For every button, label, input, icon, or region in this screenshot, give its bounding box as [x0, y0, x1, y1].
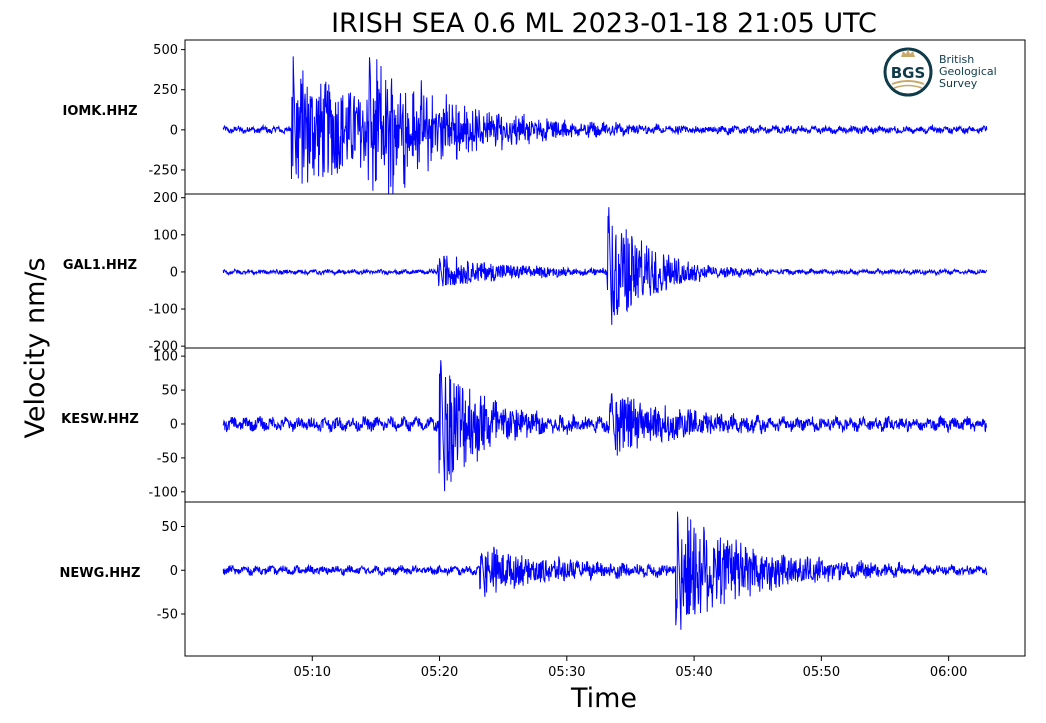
y-tick-label: 250	[153, 83, 178, 98]
crown-icon	[901, 49, 915, 57]
x-tick-label: 05:10	[294, 665, 331, 680]
logo-line-2: Geological	[939, 65, 997, 78]
panel-gal1-hhz: 200 100 0 -100 -200 GAL1.HHZ	[63, 191, 1026, 355]
y-tick-label: -50	[157, 451, 178, 466]
bgs-logo: BGS British Geological Survey	[883, 47, 997, 97]
panel-iomk-hhz: 500 250 0 -250 IOMK.HHZ	[62, 39, 1026, 195]
panel-frame	[184, 501, 1026, 657]
panel-newg-hhz: 50 0 -50 NEWG.HHZ	[60, 501, 1026, 657]
trace-line-gal1-hhz	[222, 207, 988, 325]
y-tick-label: 500	[153, 43, 178, 58]
x-axis-label: Time	[570, 683, 637, 714]
logo-line-1: British	[939, 53, 974, 66]
logo-hills-icon	[891, 80, 925, 85]
x-axis: 05:10 05:20 05:30 05:40 05:50 06:00	[294, 656, 967, 680]
logo-line-3: Survey	[939, 77, 978, 90]
y-tick-label: -100	[148, 303, 178, 318]
y-tick-label: 50	[161, 384, 178, 399]
station-label: KESW.HHZ	[61, 412, 139, 427]
x-tick-label: 06:00	[930, 665, 967, 680]
trace-panels: 5002500-250IOMK.HHZ2001000-100-200GAL1.H…	[60, 39, 1026, 657]
y-axis-label: Velocity nm/s	[20, 257, 51, 438]
y-tick-label: -100	[148, 485, 178, 500]
y-tick-label: 100	[153, 350, 178, 365]
trace-line-newg-hhz	[222, 511, 988, 630]
x-tick-label: 05:50	[803, 665, 840, 680]
x-tick-label: 05:40	[675, 665, 712, 680]
panel-kesw-hhz: 100 50 0 -50 -100 KESW.HHZ	[61, 347, 1026, 503]
station-label: GAL1.HHZ	[63, 258, 137, 273]
station-label: IOMK.HHZ	[62, 104, 137, 119]
y-tick-label: -50	[157, 608, 178, 623]
station-label: NEWG.HHZ	[60, 566, 141, 581]
trace-line-kesw-hhz	[222, 360, 987, 492]
y-tick-label: -200	[148, 340, 178, 355]
logo-mark: BGS	[891, 64, 926, 82]
y-tick-label: 0	[170, 564, 178, 579]
y-tick-label: 50	[161, 520, 178, 535]
y-tick-label: -250	[148, 163, 178, 178]
y-tick-label: 100	[153, 228, 178, 243]
y-tick-label: 0	[170, 123, 178, 138]
y-tick-label: 0	[170, 265, 178, 280]
x-tick-label: 05:20	[421, 665, 458, 680]
y-tick-label: 200	[153, 191, 178, 206]
y-tick-label: 0	[170, 417, 178, 432]
trace-line-iomk-hhz	[222, 56, 988, 195]
logo-hills-icon-2	[893, 84, 923, 89]
x-tick-label: 05:30	[548, 665, 585, 680]
chart-title: IRISH SEA 0.6 ML 2023-01-18 21:05 UTC	[331, 8, 877, 39]
